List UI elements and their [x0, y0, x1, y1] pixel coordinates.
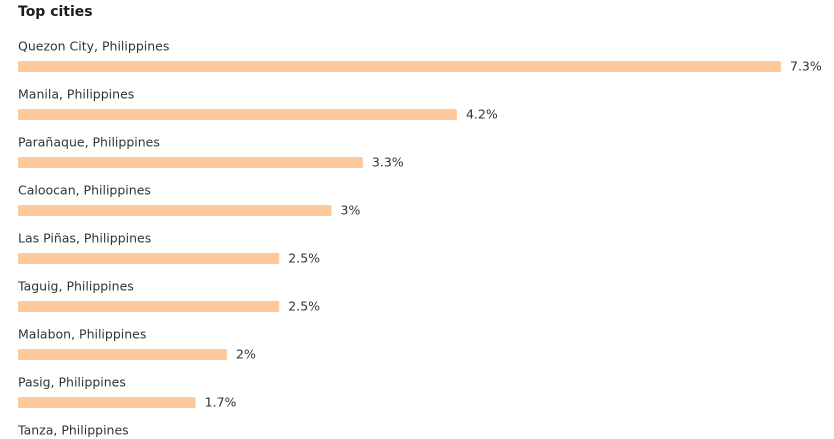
bar	[18, 61, 781, 72]
category-label: Tanza, Philippines	[17, 423, 129, 438]
value-label: 2.5%	[288, 299, 320, 314]
value-label: 2%	[236, 347, 256, 362]
category-label: Manila, Philippines	[18, 87, 134, 102]
bar	[18, 109, 457, 120]
category-label: Caloocan, Philippines	[18, 183, 151, 198]
category-label: Parañaque, Philippines	[18, 135, 160, 150]
category-label: Taguig, Philippines	[17, 279, 134, 294]
value-label: 1.7%	[205, 395, 237, 410]
value-label: 7.3%	[790, 59, 822, 74]
category-label: Malabon, Philippines	[18, 327, 146, 342]
bar	[18, 349, 228, 360]
value-label: 3%	[341, 203, 361, 218]
chart-title: Top cities	[18, 4, 93, 20]
category-label: Quezon City, Philippines	[18, 39, 169, 54]
bar	[18, 157, 363, 168]
value-label: 3.3%	[372, 155, 404, 170]
category-label: Pasig, Philippines	[18, 375, 126, 390]
bar	[18, 253, 280, 264]
category-label: Las Piñas, Philippines	[18, 231, 151, 246]
bar	[18, 301, 280, 312]
value-label: 2.5%	[288, 251, 320, 266]
value-label: 4.2%	[466, 107, 498, 122]
bar	[18, 397, 196, 408]
bar	[18, 205, 332, 216]
